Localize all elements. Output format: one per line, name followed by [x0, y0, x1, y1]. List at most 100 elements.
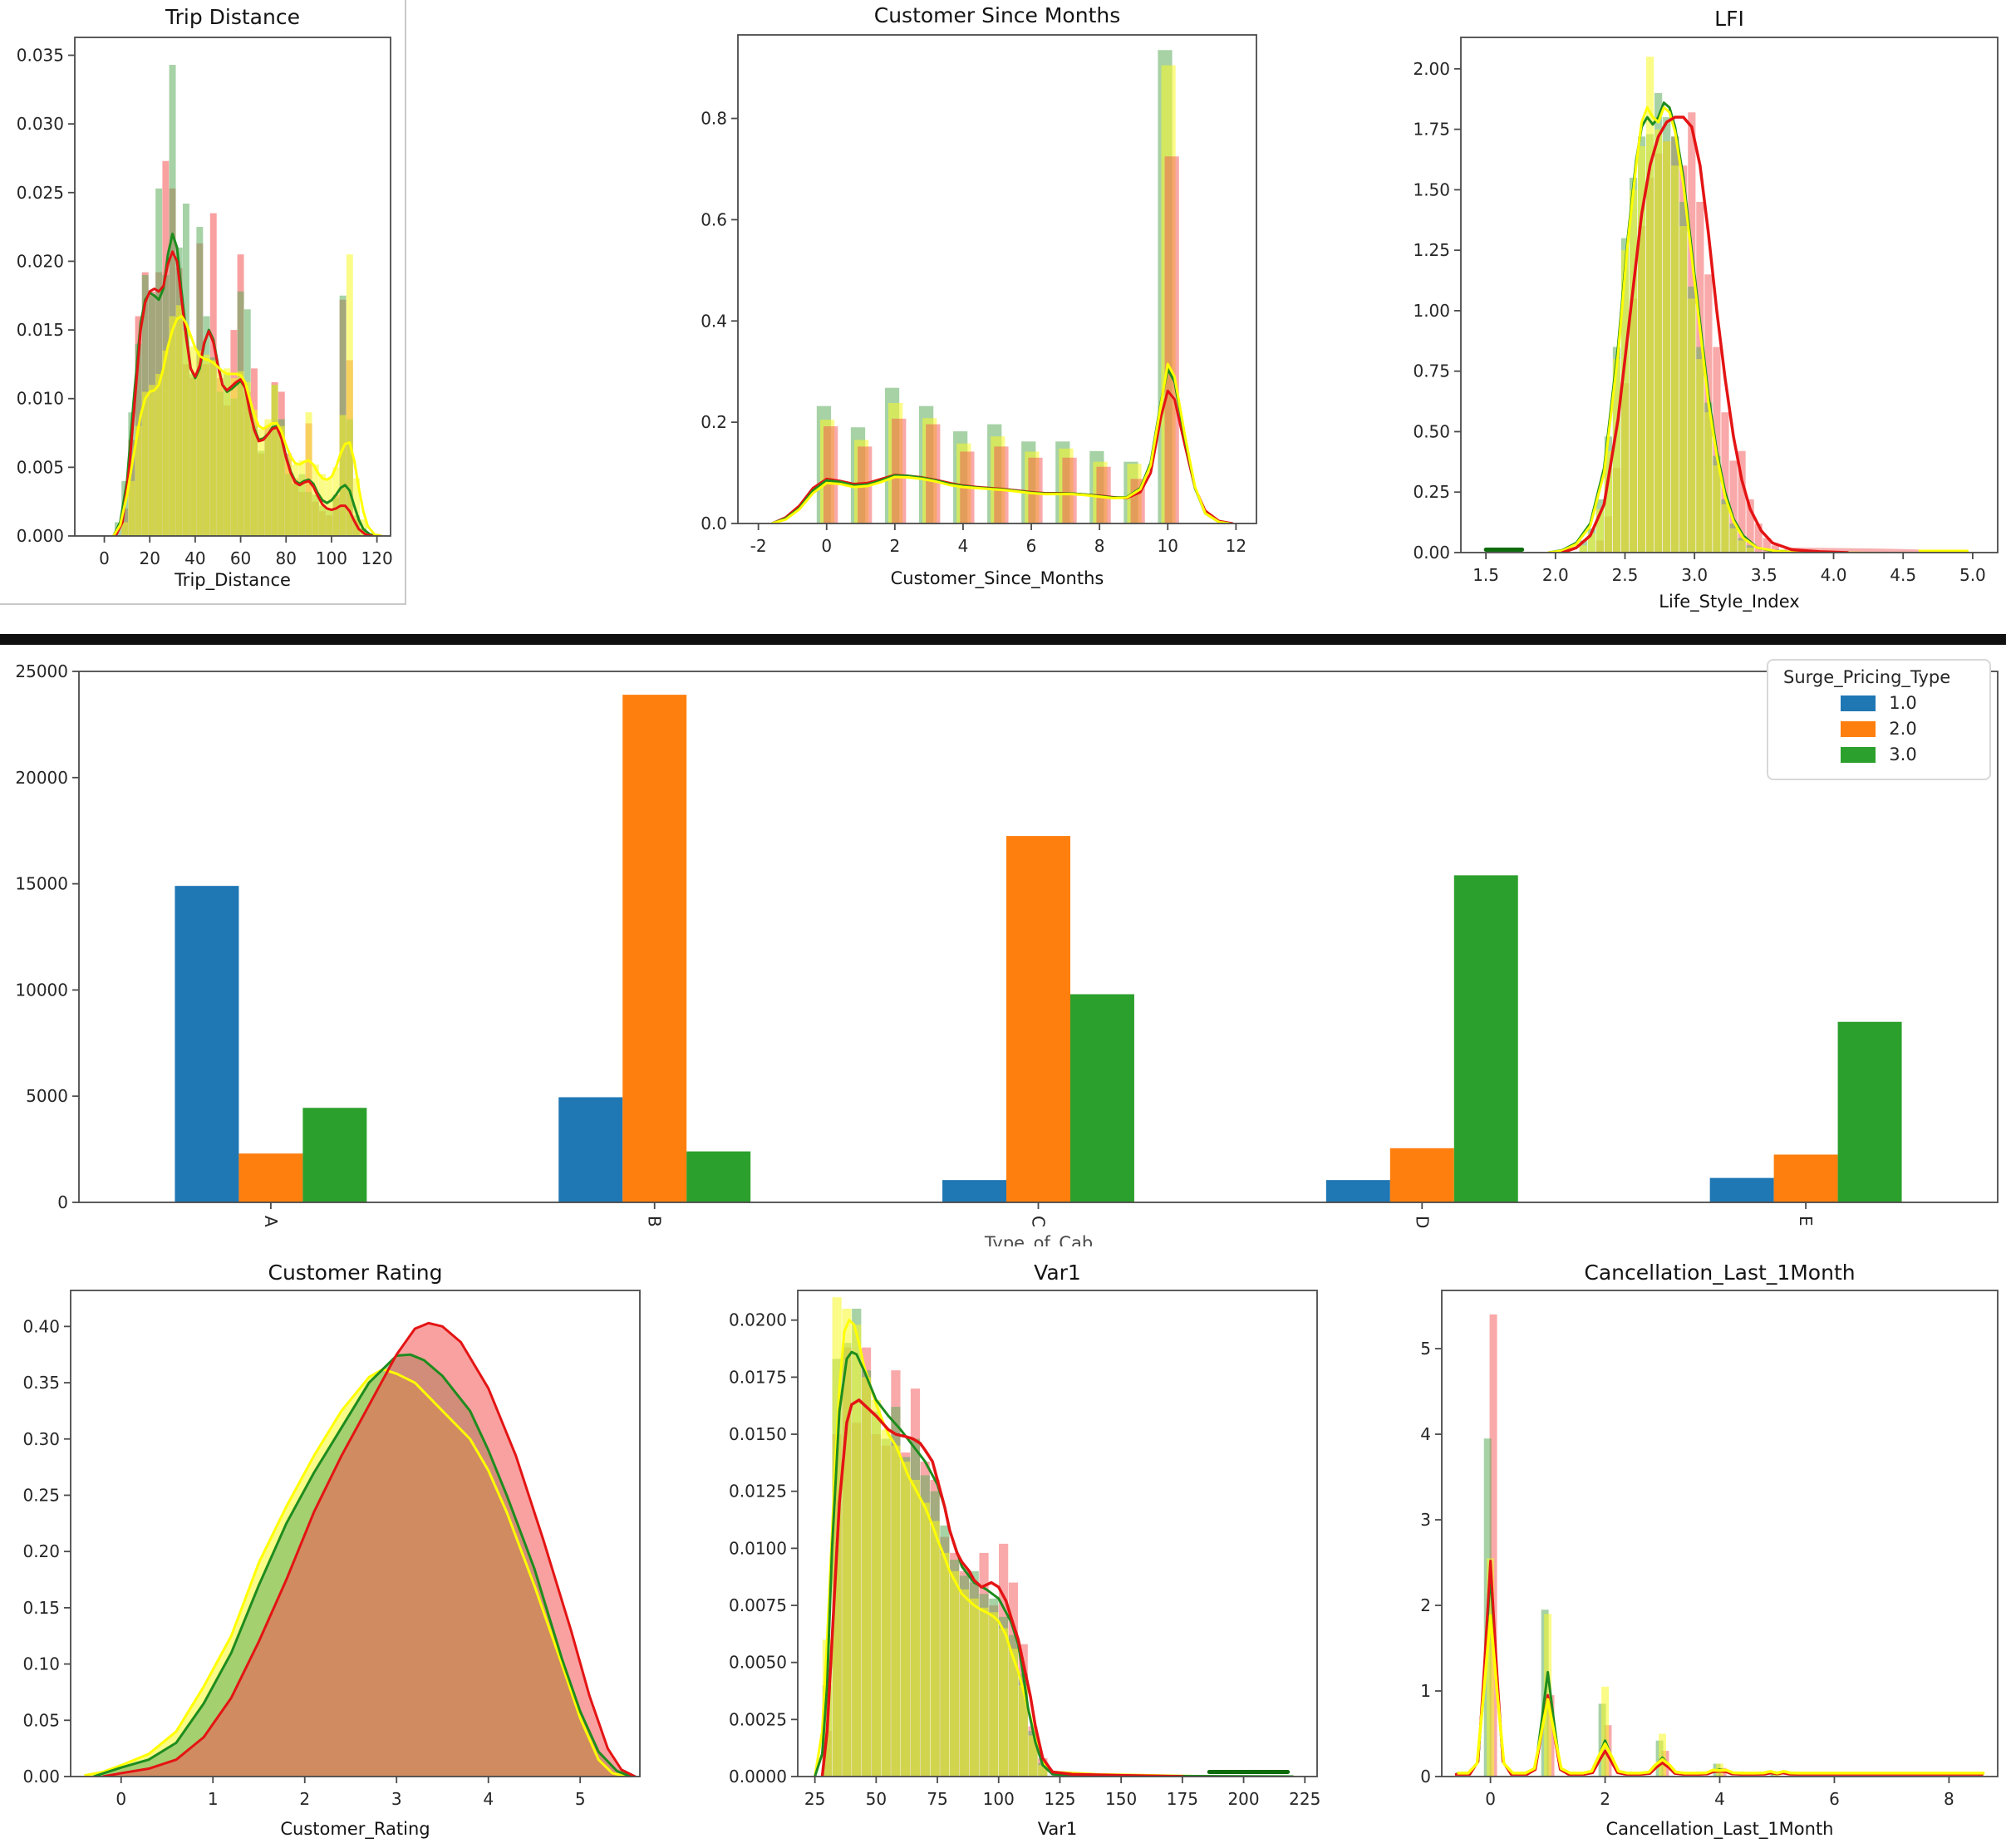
svg-text:225: 225 [1289, 1789, 1320, 1809]
svg-text:0.50: 0.50 [1413, 421, 1450, 441]
svg-text:5.0: 5.0 [1959, 565, 1986, 585]
svg-text:A: A [261, 1216, 281, 1227]
plot-cancellation: 0 1 2 3 4 5 0 2 4 6 8 [1420, 1290, 1999, 1809]
plot-customer-since-months: 0.0 0.2 0.4 0.6 0.8 -2 0 2 4 6 8 10 12 [701, 34, 1257, 556]
plot-customer-rating: 0.00 0.05 0.10 0.15 0.20 0.25 0.30 0.35 0.40 0 1 2 3… [22, 1290, 641, 1809]
figure-var1: Var1 0.0000 0.0025 0.0050 0.0075 0.0100 0.012… [715, 1251, 1346, 1848]
svg-text:0.035: 0.035 [17, 45, 64, 65]
svg-text:4: 4 [1420, 1424, 1431, 1444]
svg-text:25: 25 [804, 1789, 825, 1809]
svg-text:125: 125 [1044, 1789, 1075, 1809]
legend-label-2: 2.0 [1889, 719, 1917, 739]
svg-text:0.4: 0.4 [701, 311, 727, 331]
svg-text:0.020: 0.020 [17, 251, 64, 271]
svg-text:2.00: 2.00 [1413, 59, 1450, 79]
svg-text:0.10: 0.10 [22, 1654, 60, 1674]
svg-text:0: 0 [116, 1789, 126, 1809]
svg-text:4: 4 [958, 536, 969, 556]
svg-text:C: C [1029, 1216, 1049, 1227]
svg-text:1.00: 1.00 [1413, 301, 1450, 321]
x-axis-label-lfi: Life_Style_Index [1659, 592, 1800, 612]
svg-text:0.0100: 0.0100 [729, 1538, 787, 1558]
svg-text:1.75: 1.75 [1413, 120, 1450, 140]
svg-text:0.20: 0.20 [22, 1541, 60, 1561]
svg-text:2: 2 [299, 1789, 310, 1809]
svg-text:5000: 5000 [26, 1086, 68, 1106]
figure-title-customer-since-months: Customer Since Months [873, 3, 1121, 27]
svg-text:8: 8 [1094, 536, 1105, 556]
figure-trip-distance: Trip Distance 0.000 0.005 0.010 0.015 0.020 0… [0, 0, 406, 605]
svg-text:0.00: 0.00 [22, 1767, 60, 1787]
legend-label-1: 1.0 [1889, 693, 1917, 713]
plot-lfi: 0.00 0.25 0.50 0.75 1.00 1.25 1.50 1.75 2.00 1.5 2… [1413, 37, 1999, 585]
legend-swatch-green [1841, 746, 1876, 763]
svg-text:0.015: 0.015 [17, 320, 64, 340]
svg-text:10: 10 [1158, 536, 1178, 556]
x-axis-label-customer-since-months: Customer_Since_Months [890, 568, 1104, 588]
figure-type-of-cab: 0 5000 10000 15000 20000 25000 A B C D E Type_of_C… [0, 652, 2006, 1251]
legend-swatch-blue [1841, 695, 1876, 711]
svg-text:100: 100 [983, 1789, 1015, 1809]
figure-customer-rating: Customer Rating 0.00 0.05 0.10 0.15 0.20 0.25… [0, 1251, 665, 1848]
legend-item-2: 2.0 [1783, 719, 1974, 739]
x-axis-label-var1: Var1 [1037, 1819, 1078, 1839]
svg-text:0.005: 0.005 [17, 457, 64, 477]
svg-text:2: 2 [1600, 1789, 1610, 1809]
plot-type-of-cab: 0 5000 10000 15000 20000 25000 A B C D E [15, 661, 1999, 1228]
svg-text:4.5: 4.5 [1890, 565, 1916, 585]
legend-item-1: 1.0 [1783, 693, 1974, 713]
svg-text:0.0150: 0.0150 [729, 1424, 787, 1444]
svg-text:0.0025: 0.0025 [729, 1709, 787, 1729]
svg-text:0.00: 0.00 [1413, 543, 1450, 563]
svg-text:0.6: 0.6 [701, 209, 727, 229]
svg-text:D: D [1412, 1216, 1432, 1228]
figure-cancellation-last-1month: Cancellation_Last_1Month 0 1 2 3 4 5 0 2 4 6 8 Can… [1413, 1251, 2006, 1848]
figure-customer-since-months: Customer Since Months 0.0 0.2 0.4 0.6 0.8 -2 0… [681, 0, 1263, 632]
svg-text:175: 175 [1167, 1789, 1198, 1809]
svg-text:20: 20 [139, 548, 160, 568]
svg-text:75: 75 [927, 1789, 947, 1809]
section-divider [0, 634, 2006, 645]
svg-text:0.15: 0.15 [22, 1598, 60, 1618]
svg-text:0.0050: 0.0050 [729, 1653, 787, 1673]
svg-text:0.75: 0.75 [1413, 361, 1450, 381]
svg-text:0.2: 0.2 [701, 412, 727, 432]
svg-text:2: 2 [889, 536, 900, 556]
svg-text:1: 1 [1420, 1681, 1431, 1701]
svg-text:25000: 25000 [15, 661, 68, 681]
svg-text:0.35: 0.35 [22, 1373, 60, 1393]
figure-lfi: LFI 0.00 0.25 0.50 0.75 1.00 1.25 1.50 1.75 2.00… [1371, 0, 2006, 632]
svg-text:100: 100 [316, 548, 347, 568]
svg-text:3.5: 3.5 [1751, 565, 1777, 585]
svg-text:3.0: 3.0 [1681, 565, 1708, 585]
svg-text:0.000: 0.000 [17, 526, 64, 546]
svg-text:40: 40 [184, 548, 205, 568]
x-axis-label-type-of-cab: Type_of_Cab [984, 1234, 1094, 1246]
figure-title-customer-rating: Customer Rating [268, 1261, 443, 1285]
figure-title-var1: Var1 [1034, 1261, 1081, 1285]
figure-title-cancellation: Cancellation_Last_1Month [1584, 1261, 1856, 1285]
svg-text:0.05: 0.05 [22, 1710, 60, 1730]
svg-text:0.40: 0.40 [22, 1316, 60, 1336]
figure-title-trip-distance: Trip Distance [165, 5, 300, 29]
svg-text:6: 6 [1026, 536, 1037, 556]
legend-label-3: 3.0 [1889, 745, 1917, 764]
svg-text:10000: 10000 [15, 980, 68, 1000]
svg-text:1.50: 1.50 [1413, 179, 1450, 199]
svg-text:200: 200 [1227, 1789, 1259, 1809]
legend-surge-pricing-type: Surge_Pricing_Type 1.0 2.0 3.0 [1767, 659, 1991, 780]
x-axis-label-cancellation: Cancellation_Last_1Month [1605, 1819, 1834, 1839]
x-axis-label-trip-distance: Trip_Distance [175, 570, 291, 590]
svg-text:0.0175: 0.0175 [729, 1367, 787, 1387]
svg-text:0.0000: 0.0000 [729, 1767, 787, 1787]
svg-text:0.30: 0.30 [22, 1429, 60, 1449]
svg-text:8: 8 [1944, 1789, 1954, 1809]
svg-text:5: 5 [575, 1789, 586, 1809]
plot-var1: 0.0000 0.0025 0.0050 0.0075 0.0100 0.0125 0.01… [729, 1290, 1320, 1809]
svg-text:1.25: 1.25 [1413, 240, 1450, 260]
svg-text:50: 50 [866, 1789, 887, 1809]
svg-text:0.0: 0.0 [701, 514, 727, 533]
legend-swatch-orange [1841, 720, 1876, 737]
svg-text:0.0125: 0.0125 [729, 1482, 787, 1502]
svg-text:0.0200: 0.0200 [729, 1310, 787, 1330]
